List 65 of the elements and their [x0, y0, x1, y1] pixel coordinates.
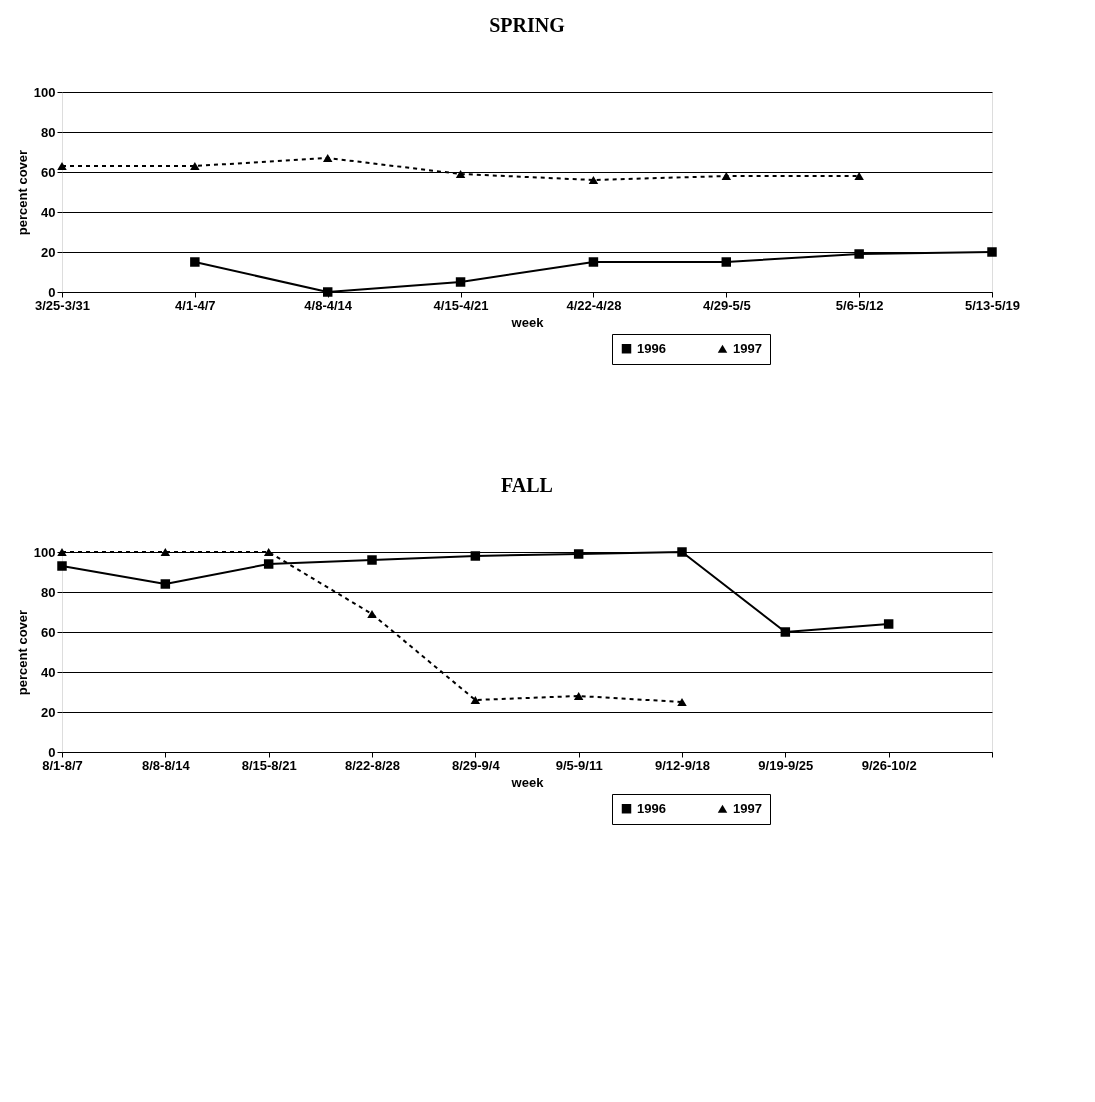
point: [470, 695, 481, 705]
point: [721, 257, 732, 267]
legend-label: 1996: [637, 340, 666, 356]
x-tick-label: 8/15-8/21: [241, 757, 297, 773]
point: [160, 579, 171, 589]
y-tick-label: 40: [41, 204, 56, 220]
y-tick-label: 20: [41, 244, 56, 260]
point: [160, 547, 171, 557]
y-tick-label: 60: [41, 164, 56, 180]
x-tick-label: 4/15-4/21: [433, 297, 489, 313]
x-tick-label: 4/8-4/14: [304, 297, 353, 313]
x-tick-label: 8/1-8/7: [42, 757, 83, 773]
point: [854, 249, 864, 259]
x-tick-label: 5/6-5/12: [835, 297, 884, 313]
y-tick-label: 40: [41, 664, 56, 680]
y-tick-label: 100: [33, 544, 56, 560]
x-tick-label: 4/1-4/7: [175, 297, 216, 313]
point: [263, 547, 274, 557]
point: [677, 547, 687, 557]
y-tick-label: 60: [41, 624, 56, 640]
point: [470, 551, 481, 561]
point: [455, 169, 466, 179]
x-tick-label: 9/5-9/11: [555, 757, 603, 773]
legend-label: 1996: [637, 800, 666, 816]
y-tick-label: 0: [48, 284, 56, 300]
x-axis-title: week: [510, 774, 545, 790]
chart-title: FALL: [501, 474, 553, 496]
x-tick-label: 8/29-9/4: [451, 757, 501, 773]
y-tick-label: 80: [41, 124, 56, 140]
point: [780, 627, 791, 637]
point: [190, 257, 200, 267]
x-tick-label: 4/22-4/28: [566, 297, 622, 313]
point: [367, 609, 377, 619]
x-tick-label: 8/22-8/28: [345, 757, 400, 773]
point: [322, 153, 333, 163]
x-tick-label: 8/8-8/14: [141, 757, 191, 773]
x-tick-label: 9/19-9/25: [758, 757, 814, 773]
point: [57, 561, 67, 571]
x-axis-title: week: [510, 314, 545, 330]
y-tick-label: 20: [41, 704, 56, 720]
x-tick-label: 4/29-5/5: [702, 297, 751, 313]
y-tick-label: 100: [33, 84, 56, 100]
chart-title: SPRING: [489, 14, 566, 36]
y-tick-label: 0: [48, 744, 56, 760]
point: [573, 691, 584, 701]
point: [588, 175, 599, 185]
x-tick-label: 9/26-10/2: [861, 757, 917, 773]
legend-label: 1997: [733, 800, 762, 816]
point: [322, 287, 333, 297]
legend-label: 1997: [733, 340, 762, 356]
point: [588, 257, 599, 267]
y-tick-label: 80: [41, 584, 56, 600]
point: [987, 247, 997, 257]
point: [677, 697, 687, 707]
point: [573, 549, 584, 559]
y-axis-title: percent cover: [14, 609, 30, 696]
point: [367, 555, 377, 565]
point: [263, 559, 274, 569]
point: [455, 277, 466, 287]
x-tick-label: 3/25-3/31: [35, 297, 90, 313]
y-axis-title: percent cover: [14, 149, 30, 236]
point: [190, 161, 200, 171]
x-tick-label: 5/13-5/19: [965, 297, 1020, 313]
x-tick-label: 9/12-9/18: [655, 757, 710, 773]
point: [883, 619, 894, 629]
